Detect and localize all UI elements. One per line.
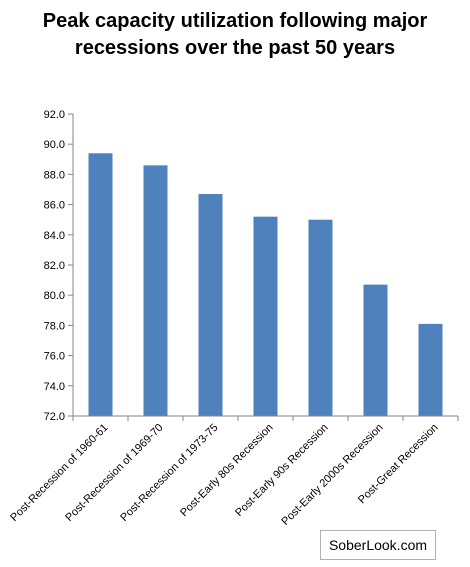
bar bbox=[143, 165, 168, 416]
y-tick-label: 86.0 bbox=[44, 200, 65, 212]
bar bbox=[88, 153, 113, 416]
x-category-label: Post-Early 90s Recession bbox=[233, 422, 331, 520]
watermark-label: SoberLook.com bbox=[320, 530, 436, 560]
chart-title: Peak capacity utilization following majo… bbox=[42, 10, 428, 59]
x-axis: Post-Recession of 1960-61Post-Recession … bbox=[8, 415, 459, 528]
y-tick-label: 76.0 bbox=[44, 351, 65, 363]
bar bbox=[308, 219, 333, 416]
y-tick-label: 84.0 bbox=[44, 230, 65, 242]
y-tick-label: 80.0 bbox=[44, 290, 65, 302]
x-category-label: Post-Recession of 1960-61 bbox=[8, 422, 110, 524]
y-tick-label: 88.0 bbox=[44, 169, 65, 181]
x-category-label: Post-Recession of 1969-70 bbox=[63, 422, 165, 524]
y-tick-label: 90.0 bbox=[44, 139, 65, 151]
x-category-label: Post-Early 2000s Recession bbox=[279, 422, 385, 528]
bar bbox=[363, 284, 388, 416]
y-tick-label: 78.0 bbox=[44, 320, 65, 332]
y-tick-label: 72.0 bbox=[44, 411, 65, 423]
bars bbox=[88, 153, 443, 416]
y-tick-label: 92.0 bbox=[44, 109, 65, 121]
x-category-label: Post-Early 80s Recession bbox=[178, 422, 276, 520]
bar bbox=[253, 216, 278, 416]
x-category-label: Post-Recession of 1973-75 bbox=[118, 422, 220, 524]
y-tick-label: 74.0 bbox=[44, 381, 65, 393]
y-tick-label: 82.0 bbox=[44, 260, 65, 272]
y-axis: 72.0 74.0 76.0 78.0 80.0 82.0 84.0 86.0 88.0 90.0… bbox=[44, 109, 74, 423]
bar bbox=[418, 323, 443, 416]
bar bbox=[198, 194, 223, 416]
